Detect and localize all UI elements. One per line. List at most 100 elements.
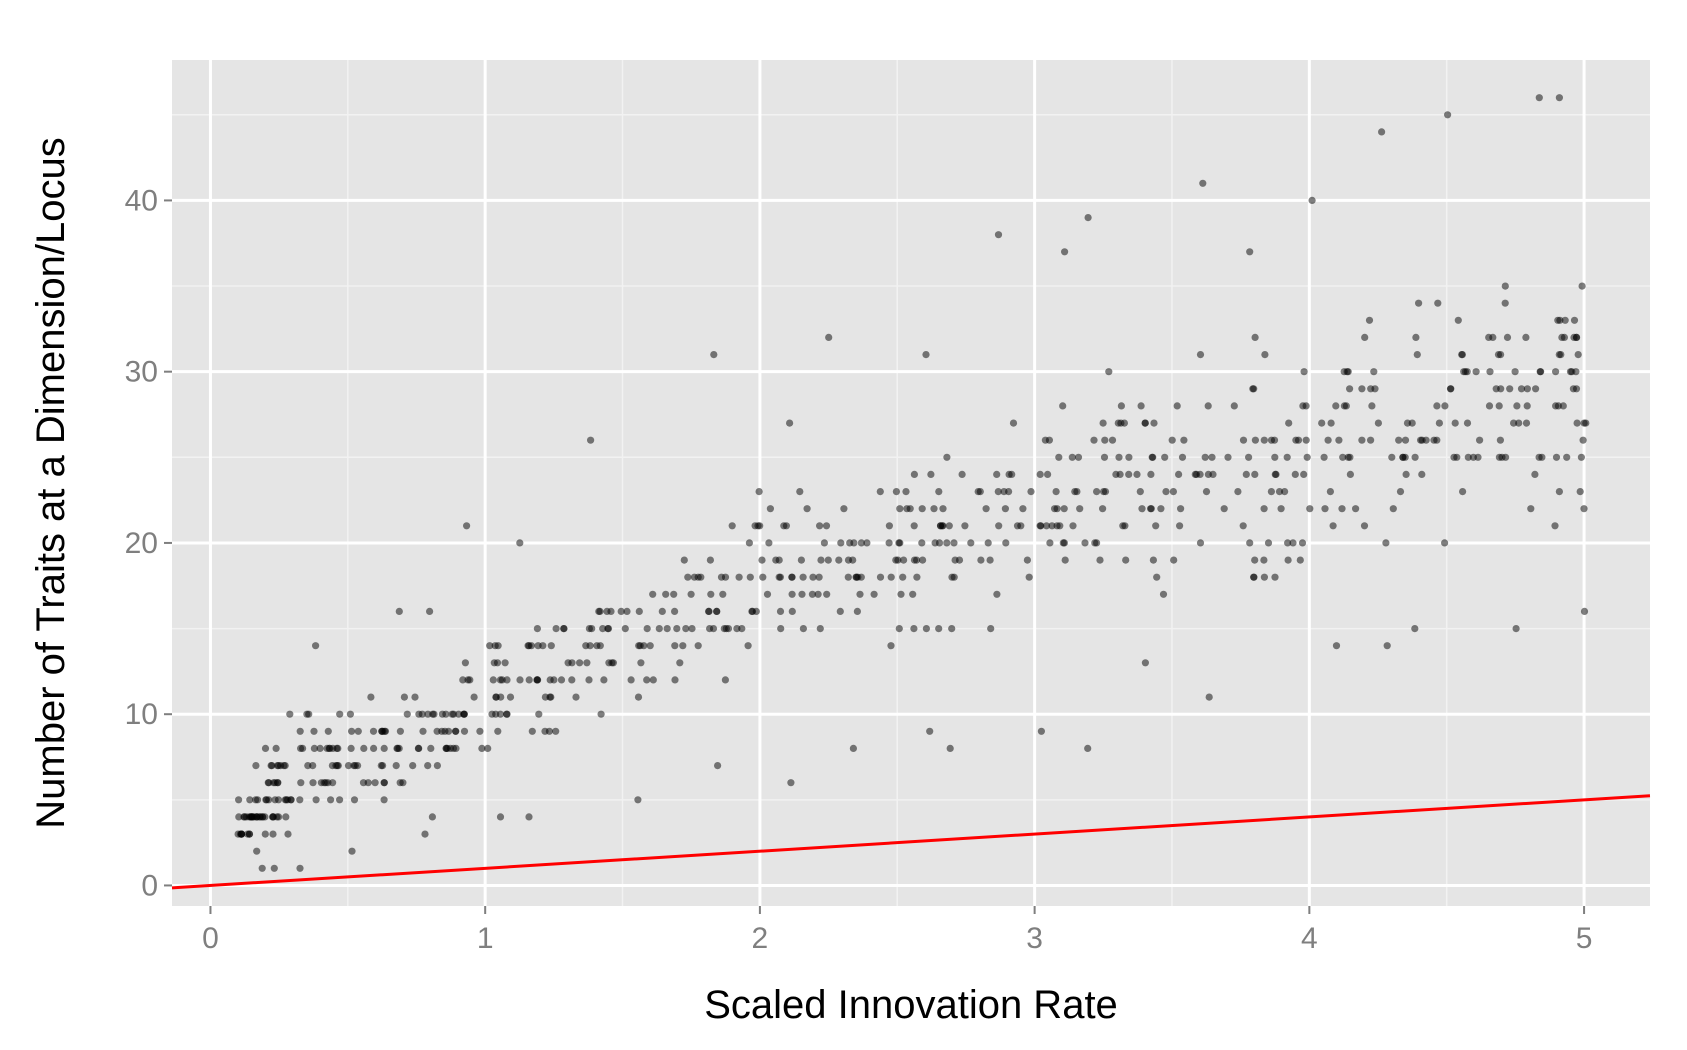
y-tick-label: 10 — [125, 698, 158, 731]
data-point — [281, 762, 289, 770]
data-point — [1239, 522, 1247, 530]
data-point — [599, 625, 607, 633]
data-point — [1136, 488, 1144, 496]
data-point — [1532, 385, 1540, 393]
data-point — [836, 607, 844, 616]
data-point — [235, 813, 243, 821]
data-point — [1141, 659, 1149, 667]
data-point — [254, 796, 262, 804]
data-point — [627, 676, 635, 684]
data-point — [982, 505, 990, 513]
data-point — [1402, 470, 1410, 478]
data-point — [935, 488, 943, 496]
data-point — [643, 625, 651, 633]
data-point — [1061, 248, 1069, 256]
data-point — [676, 659, 684, 667]
data-point — [1344, 453, 1352, 461]
data-point — [1150, 419, 1158, 427]
data-point — [506, 693, 515, 701]
data-point — [1149, 453, 1157, 461]
data-point — [1558, 333, 1566, 341]
data-point — [516, 676, 524, 684]
data-point — [837, 539, 845, 547]
data-point — [1433, 402, 1441, 410]
data-point — [267, 762, 275, 770]
data-point — [1224, 453, 1232, 461]
data-point — [346, 710, 354, 718]
data-point — [724, 625, 733, 633]
data-point — [1340, 402, 1348, 410]
data-point — [1574, 351, 1582, 359]
data-point — [1396, 488, 1405, 496]
data-point — [284, 830, 292, 838]
data-point — [870, 590, 878, 598]
data-point — [1582, 419, 1590, 427]
data-point — [296, 796, 304, 804]
data-point — [1246, 539, 1254, 547]
data-point — [1055, 453, 1063, 461]
x-tick-label: 3 — [1026, 922, 1043, 955]
data-point — [1125, 453, 1133, 461]
data-point — [714, 762, 722, 770]
data-point — [814, 590, 822, 598]
data-point — [1435, 419, 1443, 427]
data-point — [476, 727, 484, 735]
data-point — [688, 625, 696, 633]
data-point — [1099, 419, 1107, 427]
data-point — [438, 727, 446, 735]
data-point — [646, 642, 654, 650]
data-point — [1332, 642, 1341, 650]
data-point — [503, 710, 511, 718]
data-point — [269, 813, 277, 821]
data-point — [380, 796, 388, 804]
data-point — [309, 779, 317, 787]
data-point — [1327, 419, 1335, 427]
data-point — [1329, 522, 1337, 530]
data-point — [687, 590, 695, 598]
data-point — [1196, 539, 1205, 547]
data-point — [1535, 94, 1543, 102]
data-point — [478, 744, 486, 753]
data-point — [719, 590, 727, 598]
data-point — [347, 744, 355, 753]
data-point — [235, 796, 243, 804]
data-point — [547, 642, 555, 650]
y-tick-label: 40 — [125, 184, 158, 217]
data-point — [1300, 368, 1308, 376]
data-point — [1260, 436, 1268, 444]
y-tick-label: 20 — [125, 527, 158, 560]
data-point — [706, 556, 715, 564]
data-point — [621, 625, 629, 633]
data-point — [1250, 573, 1258, 581]
data-point — [1371, 385, 1379, 393]
data-point — [1220, 505, 1228, 513]
data-point — [682, 625, 690, 633]
data-point — [728, 522, 736, 530]
data-point — [1036, 522, 1044, 530]
data-point — [1403, 419, 1412, 427]
data-point — [885, 522, 894, 530]
data-point — [780, 522, 788, 530]
data-point — [564, 659, 572, 667]
data-point — [1458, 351, 1466, 359]
data-point — [1332, 402, 1340, 410]
data-point — [1147, 470, 1155, 478]
data-point — [489, 676, 497, 684]
data-point — [1260, 505, 1268, 513]
data-point — [1326, 488, 1334, 496]
data-point — [1117, 419, 1125, 427]
data-point — [853, 607, 862, 616]
data-point — [796, 488, 804, 496]
data-point — [1503, 333, 1512, 341]
data-point — [1159, 590, 1168, 598]
data-point — [1476, 436, 1484, 444]
data-point — [1572, 385, 1581, 393]
data-point — [825, 333, 833, 341]
data-point — [958, 470, 966, 478]
data-point — [354, 762, 362, 770]
data-point — [857, 539, 866, 547]
data-point — [913, 573, 921, 581]
data-point — [364, 779, 372, 787]
data-point — [1157, 505, 1165, 513]
